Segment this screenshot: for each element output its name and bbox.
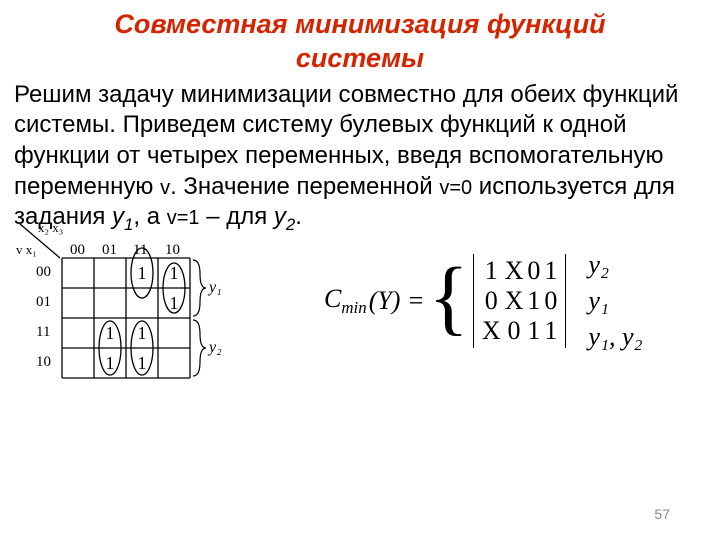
kmap-hdr-bot: v x₁ (16, 242, 37, 257)
kmap-row2: 11 (36, 324, 50, 340)
kmap-col2: 11 (133, 242, 147, 258)
left-brace-icon: { (429, 264, 469, 331)
m00: 1 (480, 256, 503, 286)
kmap-row3: 10 (36, 354, 51, 370)
kmap-col3: 10 (165, 242, 180, 258)
m12: 1 (525, 286, 542, 316)
formula-matrix: 1 X 0 1 0 X 1 0 X 0 1 1 (473, 254, 567, 348)
karnaugh-map: x₂ x₃ v x₁ 00 01 11 10 00 01 11 10 (14, 218, 224, 398)
para-y2: y (274, 203, 286, 230)
formula-ylabels: y₂ y₁ y₁, y₂ (588, 250, 642, 352)
y-row1: y₁ (588, 286, 642, 316)
title-line1: Совместная минимизация функций (114, 9, 605, 39)
formula-C: C (324, 284, 341, 313)
kmap-y2-label: y₂ (207, 339, 222, 356)
m22: 1 (525, 316, 542, 346)
kmap-cell-0-2: 1 (138, 263, 147, 283)
para-p2: . Значение переменной (170, 173, 439, 200)
kmap-cell-3-2: 1 (138, 353, 147, 373)
kmap-cell-2-2: 1 (138, 323, 147, 343)
body-paragraph: Решим задачу минимизации совместно для о… (0, 80, 720, 236)
page-number: 57 (654, 506, 670, 522)
m02: 0 (525, 256, 542, 286)
m01: X (503, 256, 526, 286)
title-line2: системы (296, 43, 424, 73)
kmap-row1: 01 (36, 294, 51, 310)
m20: X (480, 316, 503, 346)
kmap-cell-1-3: 1 (170, 293, 179, 313)
m21: 0 (503, 316, 526, 346)
slide-title: Совместная минимизация функций системы (0, 0, 720, 80)
formula-arg: (Y) = (369, 286, 425, 316)
formula: Cmin (Y) = { 1 X 0 1 0 X 1 0 (324, 218, 643, 352)
m10: 0 (480, 286, 503, 316)
kmap-col1: 01 (102, 242, 117, 258)
formula-sub: min (341, 298, 366, 317)
m13: 0 (542, 286, 559, 316)
para-v2: v=0 (439, 177, 472, 199)
matrix-row-1: 0 X 1 0 (480, 286, 560, 316)
kmap-cell-0-3: 1 (170, 263, 179, 283)
kmap-col0: 00 (70, 242, 85, 258)
figure-row: x₂ x₃ v x₁ 00 01 11 10 00 01 11 10 (0, 218, 720, 398)
kmap-hdr-top: x₂ x₃ (38, 220, 63, 235)
para-p6: . (295, 203, 302, 230)
kmap-y1-label: y₁ (207, 279, 222, 296)
para-y2-sub: 2 (286, 215, 295, 234)
para-v1: v (160, 177, 170, 199)
kmap-cell-2-1: 1 (106, 323, 115, 343)
kmap-row0: 00 (36, 264, 51, 280)
formula-lhs: Cmin (324, 284, 367, 318)
kmap-cell-3-1: 1 (106, 353, 115, 373)
y-row2: y₁, y₂ (588, 322, 642, 352)
y-row0: y₂ (588, 250, 642, 280)
m23: 1 (542, 316, 559, 346)
m03: 1 (542, 256, 559, 286)
matrix-row-2: X 0 1 1 (480, 316, 560, 346)
matrix-row-0: 1 X 0 1 (480, 256, 560, 286)
m11: X (503, 286, 526, 316)
